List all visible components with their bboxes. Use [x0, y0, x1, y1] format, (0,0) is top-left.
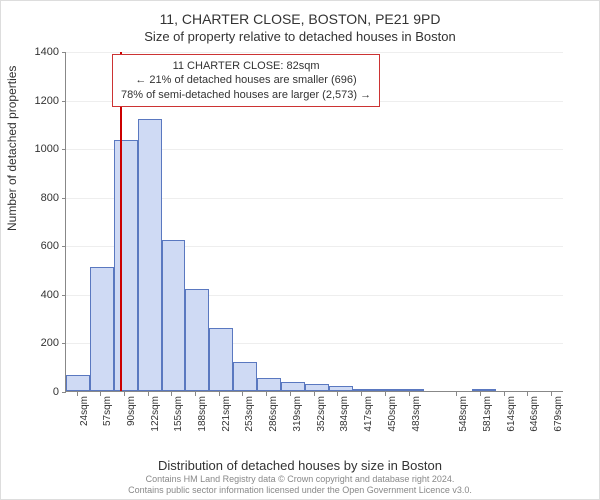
xtick-label: 319sqm — [292, 396, 303, 446]
ytick-label: 1400 — [19, 46, 59, 58]
histogram-bar — [281, 382, 305, 391]
ytick-label: 600 — [19, 240, 59, 252]
xtick-label: 122sqm — [150, 396, 161, 446]
histogram-bar — [377, 389, 401, 391]
footer-line-1: Contains HM Land Registry data © Crown c… — [1, 474, 599, 484]
xtick-label: 90sqm — [126, 396, 137, 446]
y-axis-label: Number of detached properties — [5, 66, 19, 231]
histogram-bar — [209, 328, 233, 391]
xtick-mark — [148, 392, 149, 396]
histogram-bar — [400, 389, 424, 391]
xtick-mark — [409, 392, 410, 396]
xtick-label: 483sqm — [411, 396, 422, 446]
footer: Contains HM Land Registry data © Crown c… — [1, 474, 599, 495]
xtick-label: 417sqm — [363, 396, 374, 446]
histogram-bar — [66, 375, 90, 391]
xtick-label: 221sqm — [221, 396, 232, 446]
histogram-bar — [305, 384, 329, 391]
xtick-mark — [361, 392, 362, 396]
legend-line-1: 11 CHARTER CLOSE: 82sqm — [121, 59, 371, 73]
xtick-label: 384sqm — [339, 396, 350, 446]
ytick-label: 1000 — [19, 143, 59, 155]
legend-box: 11 CHARTER CLOSE: 82sqm ← 21% of detache… — [112, 54, 380, 107]
ytick-mark — [62, 392, 66, 393]
xtick-mark — [77, 392, 78, 396]
xtick-mark — [337, 392, 338, 396]
xtick-mark — [290, 392, 291, 396]
xtick-label: 57sqm — [102, 396, 113, 446]
xtick-label: 286sqm — [268, 396, 279, 446]
chart-subtitle: Size of property relative to detached ho… — [19, 29, 581, 44]
histogram-bar — [257, 378, 281, 391]
xtick-mark — [456, 392, 457, 396]
histogram-bar — [114, 140, 138, 391]
xtick-label: 253sqm — [244, 396, 255, 446]
xtick-mark — [314, 392, 315, 396]
gridline — [66, 52, 563, 53]
histogram-bar — [329, 386, 353, 391]
xtick-mark — [480, 392, 481, 396]
xtick-mark — [385, 392, 386, 396]
xtick-label: 548sqm — [458, 396, 469, 446]
ytick-label: 400 — [19, 289, 59, 301]
legend-line-2: ← 21% of detached houses are smaller (69… — [121, 73, 371, 87]
xtick-label: 614sqm — [506, 396, 517, 446]
xtick-label: 679sqm — [553, 396, 564, 446]
legend-line-3: 78% of semi-detached houses are larger (… — [121, 88, 371, 102]
histogram-bar — [353, 389, 377, 391]
histogram-bar — [185, 289, 209, 391]
xtick-mark — [504, 392, 505, 396]
histogram-bar — [90, 267, 114, 391]
ytick-label: 1200 — [19, 95, 59, 107]
histogram-bar — [162, 240, 186, 391]
ytick-label: 200 — [19, 337, 59, 349]
histogram-bar — [138, 119, 162, 391]
xtick-label: 155sqm — [173, 396, 184, 446]
chart-title: 11, CHARTER CLOSE, BOSTON, PE21 9PD — [19, 11, 581, 27]
footer-line-2: Contains public sector information licen… — [1, 485, 599, 495]
histogram-bar — [472, 389, 496, 391]
xtick-label: 24sqm — [79, 396, 90, 446]
chart-container: 11, CHARTER CLOSE, BOSTON, PE21 9PD Size… — [0, 0, 600, 500]
ytick-label: 800 — [19, 192, 59, 204]
xtick-label: 646sqm — [529, 396, 540, 446]
xtick-label: 352sqm — [316, 396, 327, 446]
xtick-label: 188sqm — [197, 396, 208, 446]
xtick-label: 450sqm — [387, 396, 398, 446]
histogram-bar — [233, 362, 257, 391]
xtick-label: 581sqm — [482, 396, 493, 446]
ytick-label: 0 — [19, 386, 59, 398]
xtick-mark — [527, 392, 528, 396]
xtick-mark — [551, 392, 552, 396]
x-axis-label: Distribution of detached houses by size … — [1, 458, 599, 473]
